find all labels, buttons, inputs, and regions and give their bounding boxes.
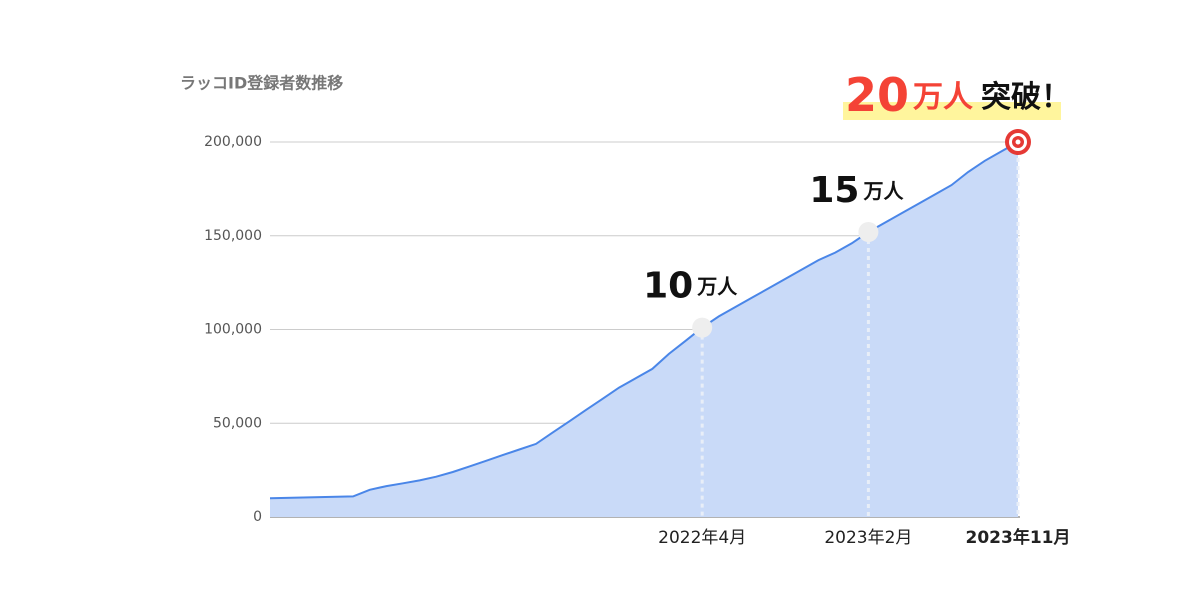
y-tick-label: 150,000 — [204, 228, 262, 244]
y-tick-label: 200,000 — [204, 134, 262, 150]
annotation: 20 万人 突破！ — [845, 68, 1071, 122]
annotation: 15 万人 — [809, 170, 904, 211]
chart-title: ラッコID登録者数推移 — [180, 74, 343, 93]
annotation-suffix: 突破！ — [981, 80, 1071, 115]
area-fill — [270, 142, 1018, 517]
y-tick-label: 50,000 — [213, 415, 262, 431]
area-line — [269, 141, 1019, 500]
point-marker-dot — [1015, 139, 1021, 145]
x-tick-label: 2023年11月 — [966, 527, 1071, 548]
y-tick-label: 0 — [253, 509, 262, 525]
annotation-number: 20 — [845, 68, 909, 122]
point-marker — [692, 317, 713, 338]
x-tick-label: 2023年2月 — [824, 528, 912, 548]
x-tick-label: 2022年4月 — [658, 528, 746, 548]
annotation-unit: 万人 — [913, 80, 973, 115]
annotation: 10 万人 — [643, 266, 738, 307]
annotation-unit: 万人 — [696, 274, 738, 298]
annotation-unit: 万人 — [862, 179, 904, 203]
annotation-number: 10 — [643, 266, 693, 307]
annotation-number: 15 — [809, 170, 859, 211]
y-tick-label: 100,000 — [204, 322, 262, 338]
highlight — [843, 102, 1061, 120]
point-marker — [858, 222, 879, 242]
